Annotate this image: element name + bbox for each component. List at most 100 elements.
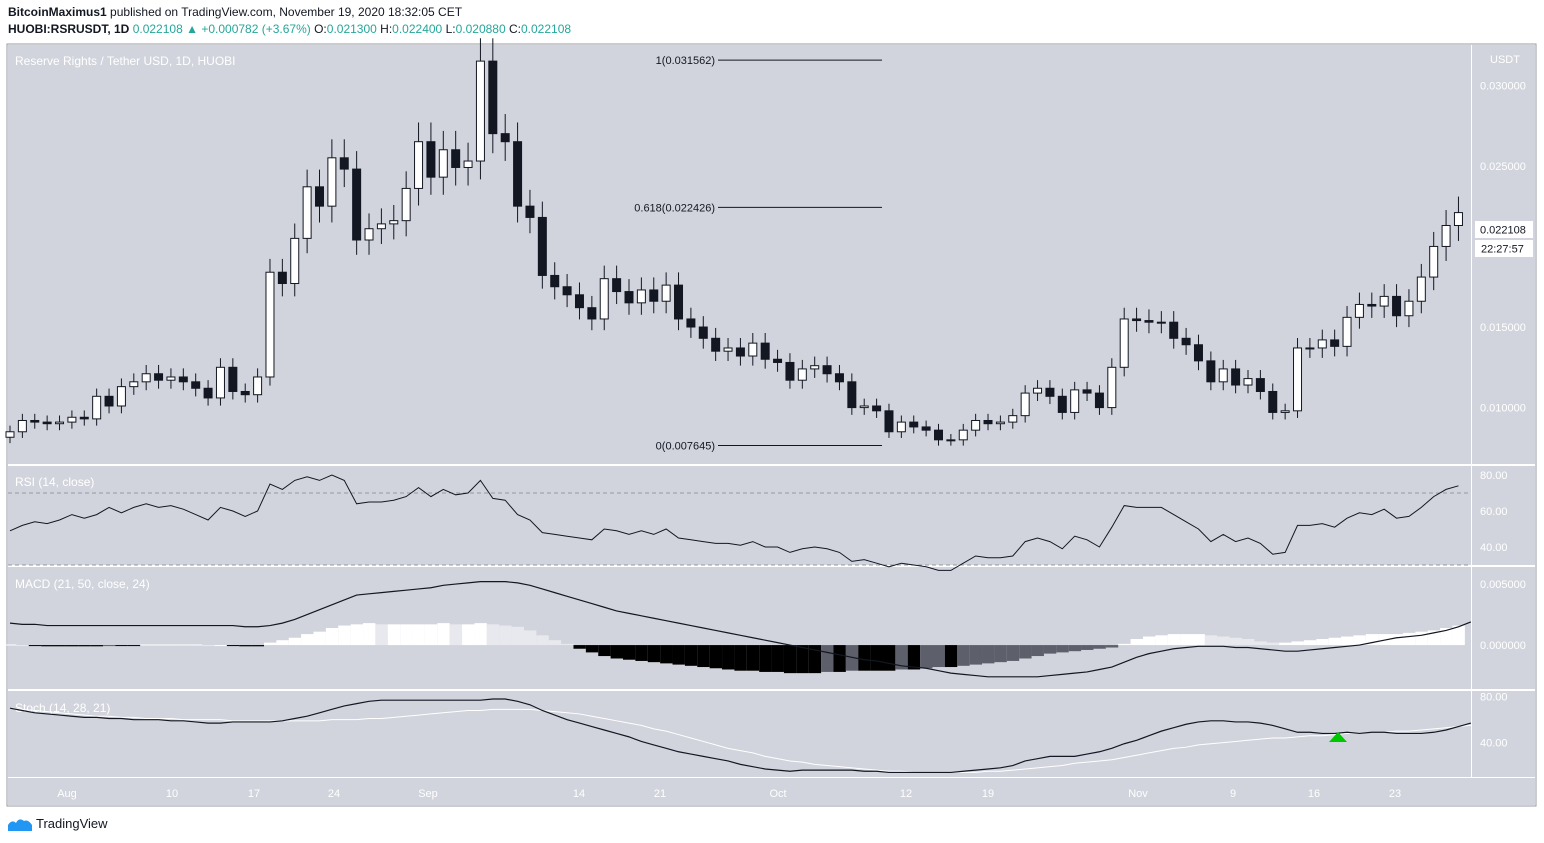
macd-histogram-bar — [759, 645, 772, 672]
high-label: H: — [380, 22, 393, 36]
macd-histogram-bar — [65, 645, 79, 647]
macd-histogram-bar — [573, 645, 586, 649]
bullish-candle — [1342, 316, 1352, 347]
price-pane-bg — [8, 45, 1471, 464]
bullish-candle — [636, 289, 646, 304]
bearish-candle — [228, 366, 238, 392]
macd-histogram-bar — [932, 645, 945, 668]
bullish-candle — [215, 366, 225, 399]
macd-histogram-bar — [561, 643, 574, 646]
footer-brand-text: TradingView — [36, 816, 108, 831]
macd-histogram-bar — [189, 644, 203, 646]
bullish-candle — [327, 157, 337, 207]
macd-histogram-bar — [499, 625, 512, 646]
bearish-candle — [587, 307, 597, 320]
macd-histogram-bar — [78, 645, 91, 647]
fib-retracement[interactable]: 1(0.031562) 0.618(0.022426) 0(0.007645) — [634, 55, 882, 453]
stoch-tick-label: 40.00 — [1480, 738, 1508, 750]
macd-histogram-bar — [400, 624, 413, 646]
macd-histogram-bar — [722, 645, 735, 670]
bullish-candle — [438, 149, 448, 178]
price-tick-label: 0.010000 — [1480, 403, 1526, 415]
rsi-line — [9, 474, 1459, 571]
bearish-candle — [500, 133, 510, 143]
macd-histogram-bar — [462, 624, 475, 646]
macd-histogram-bar — [90, 645, 104, 647]
macd-histogram-bar — [251, 645, 264, 647]
macd-histogram-bar — [424, 624, 438, 646]
publish-info: published on TradingView.com, November 1… — [110, 5, 463, 19]
macd-histogram-bar — [1402, 632, 1416, 646]
bearish-candle — [562, 286, 572, 296]
macd-histogram-bar — [511, 626, 524, 646]
macd-histogram-bar — [1229, 637, 1243, 646]
bullish-candle — [1404, 300, 1414, 317]
macd-histogram-bar — [548, 640, 562, 646]
bullish-candle — [475, 60, 485, 162]
macd-histogram-bar — [1291, 641, 1304, 646]
macd-histogram-bar — [4, 644, 17, 646]
macd-histogram-bar — [1204, 635, 1218, 646]
macd-histogram-bar — [672, 645, 685, 665]
macd-histogram-bar — [920, 645, 933, 669]
macd-histogram-bar — [1130, 638, 1143, 646]
bullish-candle — [1379, 295, 1389, 307]
bearish-candle — [822, 365, 832, 375]
macd-histogram-bar — [1266, 642, 1280, 646]
bearish-candle — [698, 326, 708, 339]
bearish-candle — [1094, 392, 1104, 409]
bearish-candle — [42, 421, 52, 425]
time-tick-label: 10 — [166, 788, 178, 800]
macd-histogram-bar — [1081, 645, 1094, 650]
candles — [5, 38, 1463, 446]
macd-histogram-bar — [598, 645, 611, 657]
stoch-tick-label: 80.00 — [1480, 692, 1508, 704]
time-tick-label: 21 — [654, 788, 666, 800]
macd-tick-label: 0.000000 — [1480, 640, 1526, 652]
bearish-candle — [649, 289, 659, 302]
open-label: O: — [314, 22, 327, 36]
macd-histogram-bar — [325, 628, 339, 646]
price-axis-bg — [1472, 45, 1535, 777]
ohlc-line: HUOBI:RSRUSDT, 1D 0.022108 ▲ +0.000782 (… — [8, 22, 571, 36]
macd-histogram-bar — [350, 624, 364, 646]
bearish-candle — [711, 337, 721, 352]
macd-histogram-bar — [882, 645, 896, 671]
time-tick-label: Sep — [418, 788, 438, 800]
bearish-candle — [1268, 390, 1278, 413]
up-triangle-icon: ▲ — [186, 22, 198, 36]
macd-histogram-bar — [1427, 630, 1441, 646]
macd-histogram-bar — [1105, 645, 1119, 648]
macd-histogram-bar — [585, 645, 599, 653]
macd-histogram-bar — [140, 644, 153, 646]
macd-histogram-bar — [746, 645, 760, 671]
macd-histogram-bar — [1341, 636, 1354, 646]
bullish-candle — [1033, 387, 1043, 394]
bearish-candle — [872, 405, 882, 412]
publish-line: BitcoinMaximus1 published on TradingView… — [8, 5, 462, 19]
macd-histogram-bar — [821, 645, 834, 672]
bearish-candle — [550, 274, 560, 288]
bullish-candle — [1305, 347, 1315, 350]
bullish-candle — [748, 342, 758, 357]
price-axis-labels[interactable]: 0.030000 0.025000 0.015000 0.010000 80.00 60.… — [1480, 80, 1526, 749]
stoch-label: Stoch (14, 28, 21) — [15, 701, 110, 715]
footer-brand[interactable]: TradingView — [8, 816, 108, 831]
publisher-name[interactable]: BitcoinMaximus1 — [8, 5, 107, 19]
bearish-candle — [1206, 360, 1216, 383]
low-label: L: — [445, 22, 456, 36]
macd-histogram-bar — [1068, 645, 1082, 652]
bearish-candle — [1392, 295, 1402, 317]
bearish-candle — [203, 387, 213, 399]
macd-histogram-bar — [957, 645, 970, 666]
time-tick-label: 17 — [248, 788, 260, 800]
macd-histogram-bar — [375, 624, 388, 646]
bullish-candle — [141, 373, 151, 383]
time-axis-labels[interactable]: Aug 10 17 24 Sep 14 21 Oct 12 19 Nov 9 16 23 — [57, 788, 1401, 800]
macd-histogram-bar — [1353, 635, 1366, 646]
macd-histogram-bar — [709, 645, 723, 669]
bearish-candle — [1144, 320, 1154, 323]
rsi-tick-label: 60.00 — [1480, 506, 1508, 518]
macd-histogram-bar — [969, 645, 983, 665]
